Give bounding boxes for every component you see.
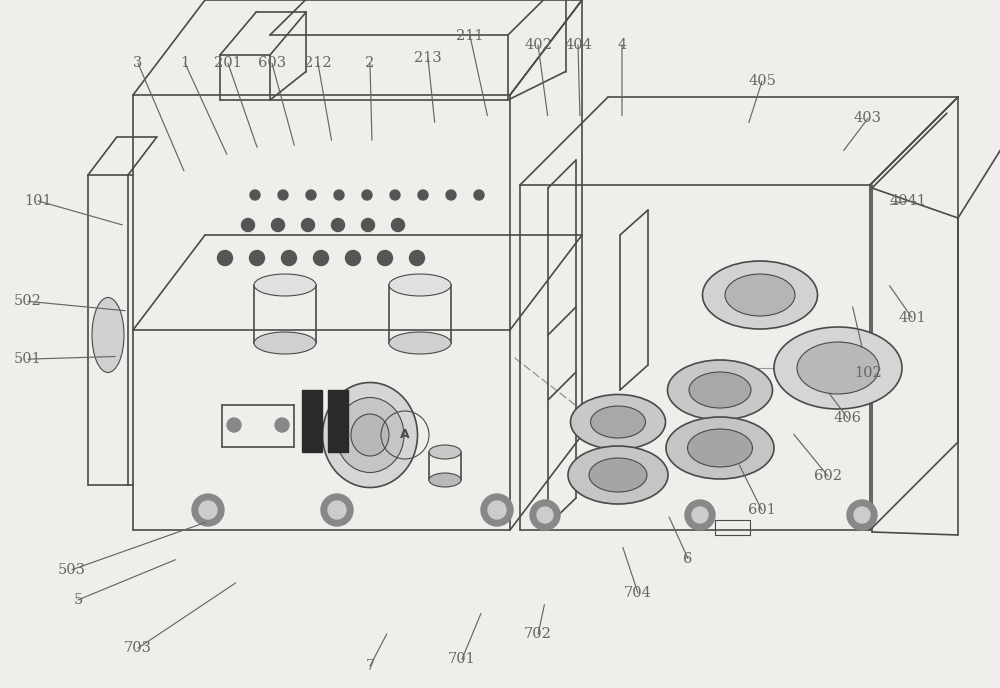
Circle shape	[378, 250, 393, 266]
Text: 3: 3	[133, 56, 143, 70]
Bar	[302, 390, 322, 452]
Circle shape	[332, 219, 345, 231]
Circle shape	[192, 494, 224, 526]
Bar	[715, 520, 750, 535]
Ellipse shape	[666, 417, 774, 479]
Text: 702: 702	[524, 627, 552, 641]
Circle shape	[275, 418, 289, 432]
Circle shape	[278, 190, 288, 200]
Text: 404: 404	[564, 38, 592, 52]
Text: 602: 602	[814, 469, 842, 483]
Ellipse shape	[590, 406, 646, 438]
Circle shape	[199, 501, 217, 519]
Ellipse shape	[389, 274, 451, 296]
Bar	[328, 390, 348, 452]
Circle shape	[250, 190, 260, 200]
Ellipse shape	[570, 394, 666, 449]
Text: 603: 603	[258, 56, 286, 70]
Circle shape	[334, 190, 344, 200]
Text: 5: 5	[73, 593, 83, 607]
Ellipse shape	[689, 372, 751, 408]
Text: 701: 701	[448, 652, 476, 666]
Circle shape	[362, 219, 375, 231]
Ellipse shape	[429, 473, 461, 487]
Ellipse shape	[725, 274, 795, 316]
Text: 2: 2	[365, 56, 375, 70]
Circle shape	[854, 507, 870, 523]
Text: 4041: 4041	[890, 194, 926, 208]
Text: 703: 703	[124, 641, 152, 655]
Text: 212: 212	[304, 56, 332, 70]
Ellipse shape	[336, 398, 404, 473]
Ellipse shape	[797, 342, 879, 394]
Text: 6: 6	[683, 552, 693, 566]
Ellipse shape	[688, 429, 753, 467]
Circle shape	[685, 500, 715, 530]
Text: 4: 4	[617, 38, 627, 52]
Text: 501: 501	[14, 352, 42, 366]
Circle shape	[362, 190, 372, 200]
Text: 101: 101	[24, 194, 52, 208]
Text: 406: 406	[834, 411, 862, 425]
Circle shape	[250, 250, 265, 266]
Circle shape	[392, 219, 405, 231]
Ellipse shape	[389, 332, 451, 354]
Ellipse shape	[774, 327, 902, 409]
Text: 403: 403	[854, 111, 882, 125]
Circle shape	[481, 494, 513, 526]
Ellipse shape	[568, 446, 668, 504]
Circle shape	[530, 500, 560, 530]
Circle shape	[847, 500, 877, 530]
Text: 211: 211	[456, 29, 484, 43]
Circle shape	[302, 219, 315, 231]
Circle shape	[410, 250, 425, 266]
Text: 405: 405	[748, 74, 776, 88]
Text: 601: 601	[748, 504, 776, 517]
Circle shape	[321, 494, 353, 526]
Circle shape	[488, 501, 506, 519]
Ellipse shape	[92, 297, 124, 372]
Ellipse shape	[702, 261, 818, 329]
Ellipse shape	[589, 458, 647, 492]
Text: 502: 502	[14, 294, 42, 308]
Circle shape	[314, 250, 329, 266]
Text: 102: 102	[854, 366, 882, 380]
Circle shape	[692, 507, 708, 523]
Text: 1: 1	[180, 56, 190, 70]
Text: 402: 402	[524, 38, 552, 52]
Circle shape	[418, 190, 428, 200]
Ellipse shape	[429, 445, 461, 459]
Circle shape	[474, 190, 484, 200]
Circle shape	[272, 219, 285, 231]
Circle shape	[346, 250, 361, 266]
Ellipse shape	[351, 414, 389, 456]
Ellipse shape	[254, 332, 316, 354]
Ellipse shape	[323, 383, 418, 488]
Circle shape	[242, 219, 255, 231]
Text: 503: 503	[58, 563, 86, 577]
Text: 201: 201	[214, 56, 242, 70]
Text: A: A	[400, 429, 410, 442]
Text: 401: 401	[898, 311, 926, 325]
Circle shape	[306, 190, 316, 200]
Circle shape	[537, 507, 553, 523]
Circle shape	[390, 190, 400, 200]
Ellipse shape	[668, 360, 772, 420]
Ellipse shape	[254, 274, 316, 296]
Circle shape	[218, 250, 233, 266]
Text: 7: 7	[365, 659, 375, 673]
Text: 704: 704	[624, 586, 652, 600]
Circle shape	[282, 250, 297, 266]
Circle shape	[446, 190, 456, 200]
Text: 213: 213	[414, 52, 442, 65]
Circle shape	[328, 501, 346, 519]
Circle shape	[227, 418, 241, 432]
